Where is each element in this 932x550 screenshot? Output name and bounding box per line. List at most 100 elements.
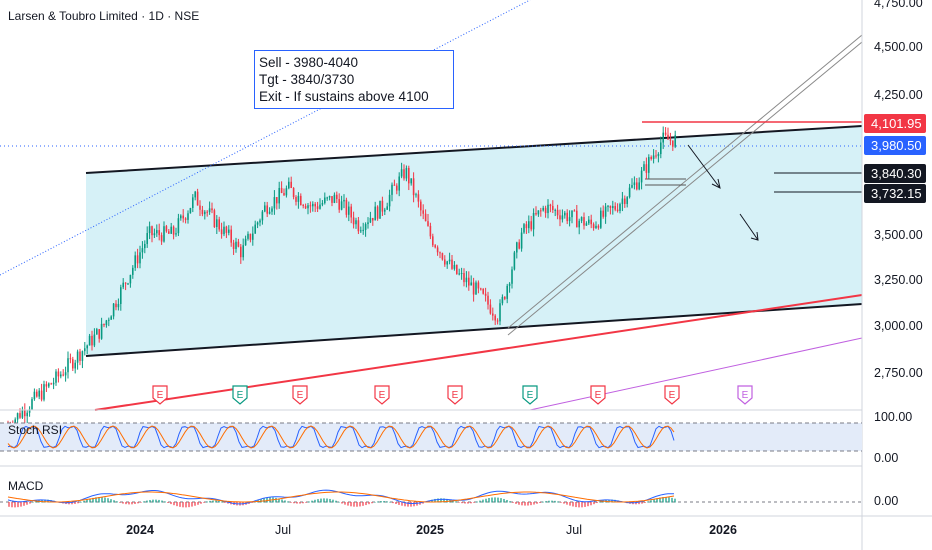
candle-body (249, 233, 252, 240)
earnings-marker: E (232, 385, 248, 405)
price-axis-label: 3,250.00 (874, 273, 923, 287)
candle-body (607, 205, 609, 207)
candle-body (43, 384, 45, 400)
candle-body (648, 157, 650, 173)
macd-histogram-bar (644, 502, 646, 503)
candle-body (480, 288, 482, 290)
earnings-marker-shape (737, 385, 753, 405)
macd-histogram-bar (104, 497, 106, 503)
candle-body (292, 187, 295, 197)
candle-body (492, 313, 494, 316)
candle-body (470, 282, 472, 286)
macd-histogram-bar (212, 500, 214, 503)
macd-histogram-bar (665, 497, 667, 503)
trade-note[interactable]: Sell - 3980-4040 Tgt - 3840/3730 Exit - … (254, 50, 454, 109)
candle-body (576, 210, 578, 228)
candle-body (439, 252, 441, 254)
macd-histogram-bar (614, 499, 616, 503)
macd-histogram-bar (11, 502, 13, 508)
candle-body (232, 242, 235, 249)
candle-body (148, 226, 151, 234)
macd-histogram-bar (299, 502, 301, 504)
candle-body (516, 242, 518, 253)
note-target: Tgt - 3840/3730 (259, 72, 355, 87)
macd-histogram-bar (35, 500, 37, 503)
candle-body (220, 229, 223, 235)
candle-body (280, 187, 283, 194)
candle-body (336, 194, 338, 200)
earnings-marker-label: E (595, 390, 602, 401)
candle-body (475, 282, 477, 295)
macd-histogram-bar (455, 501, 457, 503)
candle-body (616, 209, 619, 211)
price-axis-label: 3,000.00 (874, 319, 923, 333)
candle-body (604, 206, 607, 217)
macd-histogram-bar (590, 502, 592, 506)
candle-body (199, 205, 201, 210)
macd-histogram-bar (587, 502, 589, 507)
candle-body (472, 282, 475, 295)
candle-body (600, 210, 602, 228)
macd-histogram-bar (353, 502, 355, 507)
macd-histogram-bar (119, 502, 121, 503)
macd-histogram-bar (395, 502, 397, 505)
candle-body (242, 245, 244, 258)
candle-body (573, 210, 576, 212)
macd-histogram-bar (14, 502, 16, 508)
macd-histogram-bar (512, 502, 514, 503)
candle-body (96, 329, 98, 335)
candle-body (619, 204, 621, 211)
candle-body (326, 197, 328, 199)
candle-body (398, 176, 400, 191)
candle-body (175, 233, 177, 235)
candle-body (446, 261, 448, 265)
candle-body (170, 226, 172, 234)
candle-body (108, 319, 110, 321)
candle-body (146, 233, 148, 244)
candle-body (640, 170, 643, 183)
candle-body (645, 164, 648, 173)
time-axis-label: 2026 (709, 523, 737, 537)
candle-body (168, 231, 170, 234)
macd-histogram-bar (125, 502, 127, 505)
macd-histogram-bar (596, 502, 598, 504)
candle-body (110, 316, 112, 320)
macd-histogram-bar (656, 498, 658, 503)
candle-body (547, 204, 549, 214)
candle-body (564, 212, 566, 216)
candle-body (290, 181, 292, 188)
macd-histogram-bar (8, 502, 10, 507)
candle-body (225, 226, 228, 233)
macd-histogram-bar (368, 502, 370, 505)
candle-body (345, 199, 348, 215)
candle-body (278, 187, 280, 204)
price-tag-target-2: 3,732.15 (864, 184, 926, 203)
candle-body (348, 206, 350, 215)
earnings-marker: E (152, 385, 168, 405)
candle-body (628, 187, 631, 198)
macd-histogram-bar (467, 502, 469, 504)
macd-histogram-bar (89, 498, 91, 503)
macd-histogram-bar (560, 502, 562, 503)
candle-body (364, 224, 367, 230)
candle-body (266, 205, 268, 214)
macd-histogram-bar (470, 502, 472, 504)
candle-body (580, 217, 583, 221)
macd-histogram-bar (584, 502, 586, 507)
macd-histogram-bar (488, 498, 490, 503)
candle-body (187, 213, 189, 220)
candle-body (626, 197, 628, 204)
candle-body (309, 205, 312, 207)
candle-body (444, 259, 446, 265)
macd-histogram-bar (578, 502, 580, 508)
macd-histogram-bar (542, 501, 544, 503)
candle-body (520, 232, 523, 249)
candle-body (403, 169, 405, 179)
candle-body (525, 224, 528, 229)
time-axis-label: Jul (566, 523, 582, 537)
macd-histogram-bar (440, 498, 442, 503)
macd-histogram-bar (128, 502, 130, 505)
candle-body (319, 204, 321, 209)
candle-body (662, 132, 664, 143)
candle-body (33, 391, 36, 400)
